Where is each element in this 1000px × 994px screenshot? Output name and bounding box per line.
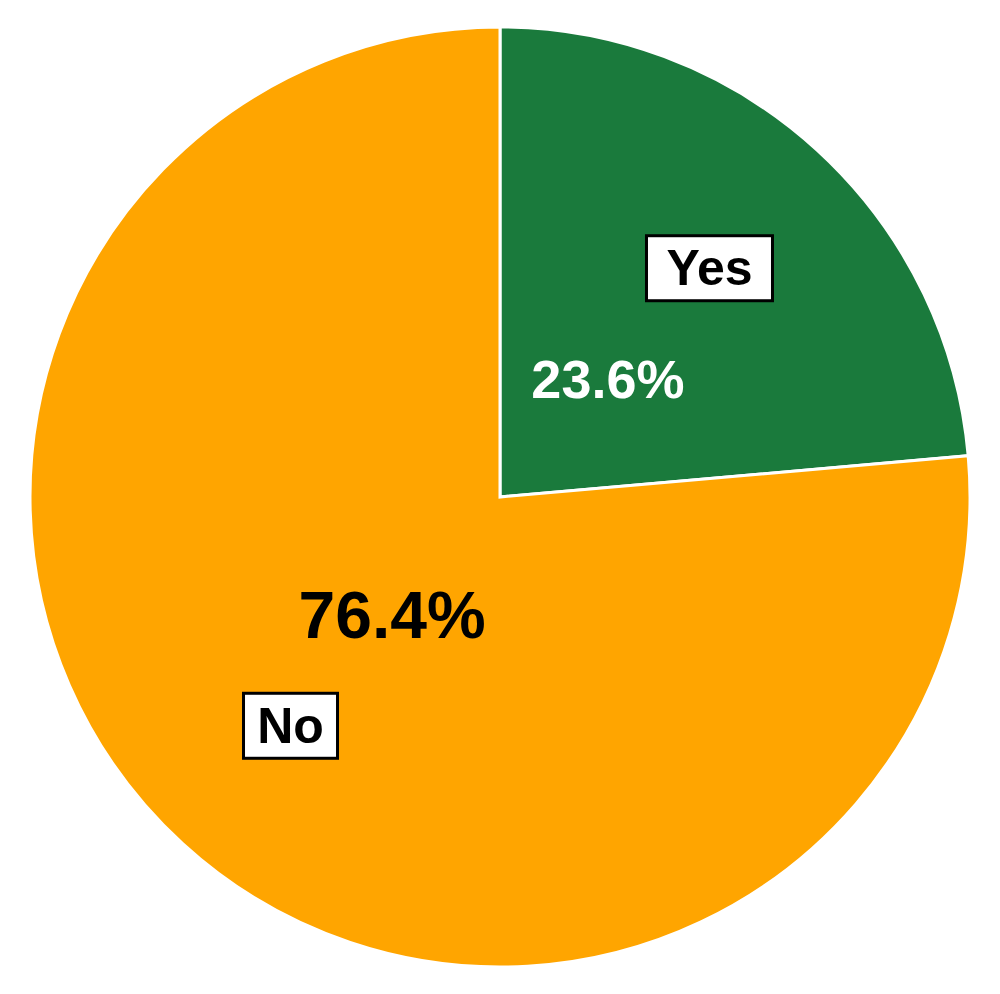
svg-text:No: No [257,698,324,754]
svg-text:76.4%: 76.4% [299,578,486,652]
svg-text:23.6%: 23.6% [531,349,684,409]
svg-text:Yes: Yes [666,240,752,296]
